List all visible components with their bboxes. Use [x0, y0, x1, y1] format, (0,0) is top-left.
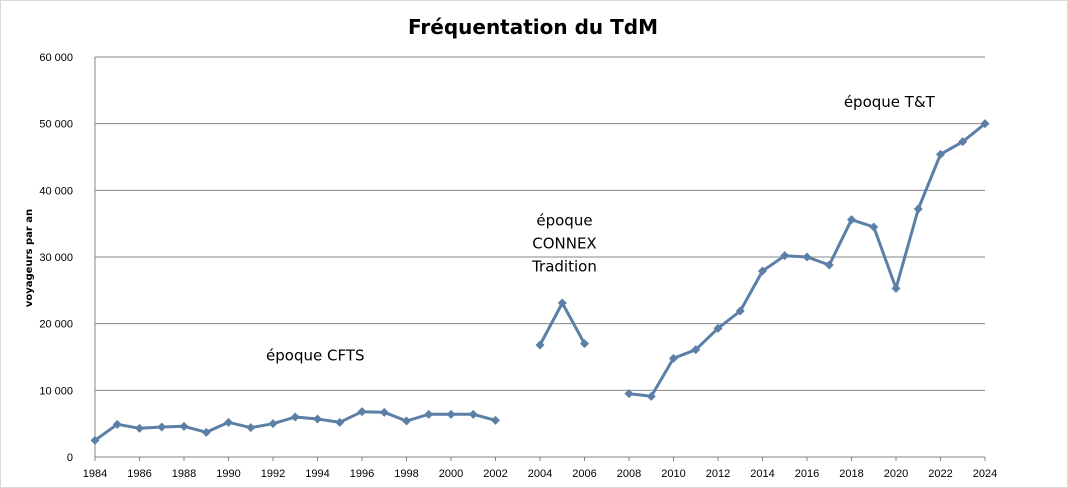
x-tick-label: 1984 — [83, 468, 107, 480]
data-point-2014 — [758, 266, 767, 276]
annotation-line: époque T&T — [844, 93, 936, 111]
data-point-2019 — [869, 222, 879, 232]
y-axis-label: voyageurs par an — [24, 209, 35, 307]
data-point-1987 — [157, 422, 167, 432]
x-tick-label: 1990 — [216, 468, 240, 480]
data-point-1992 — [268, 419, 278, 429]
data-point-1986 — [135, 423, 144, 433]
y-tick-label: 20 000 — [39, 319, 73, 331]
data-point-1988 — [179, 421, 189, 431]
x-tick-label: 1988 — [172, 468, 196, 480]
data-point-2002 — [491, 415, 500, 425]
data-point-1984 — [90, 435, 100, 445]
y-tick-labels: 0 10 000 20 000 30 000 40 000 50 000 60 000 — [39, 52, 73, 464]
data-point-1999 — [424, 409, 434, 419]
x-tick-label: 2018 — [839, 468, 863, 480]
data-point-2004 — [535, 340, 545, 350]
data-point-2015 — [780, 251, 790, 261]
data-point-2022 — [936, 149, 945, 159]
annotation-connex: époque CONNEX Tradition — [531, 212, 597, 276]
y-tick-label: 50 000 — [39, 119, 73, 131]
annotation-cfts: époque CFTS — [266, 346, 364, 364]
x-tick-label: 2010 — [661, 468, 685, 480]
data-point-2005 — [557, 298, 567, 308]
data-point-1996 — [357, 407, 367, 417]
x-tick-label: 2022 — [928, 468, 952, 480]
data-point-2016 — [802, 252, 812, 262]
annotation-line: Tradition — [531, 258, 597, 276]
x-tick-label: 1994 — [305, 468, 329, 480]
x-tick-label: 2016 — [795, 468, 819, 480]
chart-title: Fréquentation du TdM — [408, 15, 658, 39]
annotation-line: CONNEX — [532, 235, 596, 253]
data-point-2021 — [913, 204, 923, 214]
data-point-2011 — [691, 345, 701, 355]
x-tick-label: 2002 — [483, 468, 507, 480]
data-point-1985 — [112, 419, 122, 429]
y-tick-label: 10 000 — [39, 385, 73, 397]
x-tick-label: 1996 — [350, 468, 374, 480]
data-point-2024 — [980, 119, 990, 129]
data-point-1990 — [224, 417, 233, 427]
annotation-line: époque CFTS — [266, 346, 364, 364]
data-point-1994 — [313, 414, 322, 424]
data-point-1993 — [290, 412, 300, 422]
annotation-line: époque — [536, 212, 592, 230]
data-point-1989 — [201, 427, 211, 437]
data-point-2008 — [624, 389, 634, 399]
annotations: époque CFTS époque CONNEX Tradition époque T… — [266, 93, 936, 364]
y-tick-label: 60 000 — [39, 52, 73, 64]
x-tick-label: 2008 — [617, 468, 641, 480]
data-point-2020 — [891, 283, 901, 293]
series-frequentation — [90, 119, 990, 445]
x-tick-label: 2006 — [572, 468, 596, 480]
x-tick-label: 2012 — [706, 468, 730, 480]
x-tick-label: 2024 — [973, 468, 997, 480]
annotation-tt: époque T&T — [844, 93, 936, 111]
data-point-1998 — [402, 416, 411, 426]
x-tick-labels: 1984 1986 1988 1990 1992 1994 1996 1998 2000 2002… — [83, 457, 997, 480]
x-tick-label: 2014 — [750, 468, 774, 480]
x-tick-label: 2000 — [439, 468, 463, 480]
data-point-1997 — [379, 407, 389, 417]
data-point-2001 — [468, 409, 478, 419]
data-point-1991 — [246, 423, 256, 433]
y-tick-label: 30 000 — [39, 252, 73, 264]
data-point-2017 — [824, 260, 834, 270]
x-tick-label: 1998 — [394, 468, 418, 480]
data-point-2012 — [713, 323, 723, 333]
y-tick-label: 0 — [67, 452, 73, 464]
gridlines — [95, 56, 985, 391]
data-point-2009 — [646, 391, 656, 401]
x-tick-label: 1992 — [261, 468, 285, 480]
data-point-2018 — [847, 215, 856, 225]
x-tick-label: 1986 — [127, 468, 151, 480]
data-point-1995 — [335, 417, 345, 427]
data-point-2023 — [958, 137, 968, 147]
y-tick-label: 40 000 — [39, 185, 73, 197]
data-point-2000 — [446, 409, 456, 419]
x-tick-label: 2004 — [528, 468, 552, 480]
data-point-2006 — [580, 339, 589, 349]
x-tick-label: 2020 — [884, 468, 908, 480]
data-point-2010 — [669, 353, 678, 363]
data-point-2013 — [735, 306, 745, 316]
